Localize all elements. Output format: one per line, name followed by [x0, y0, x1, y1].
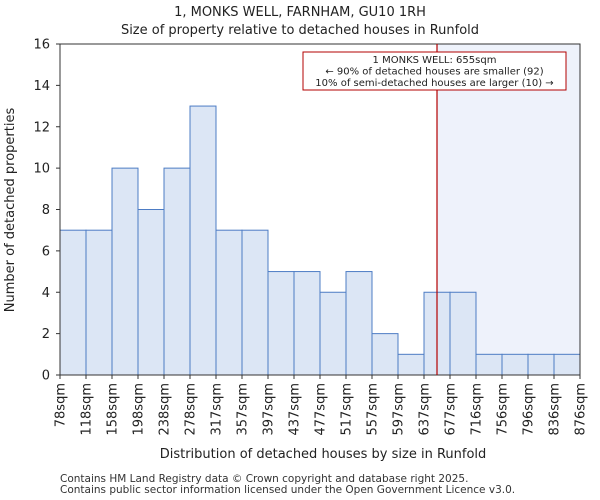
bar: [397, 353, 425, 376]
y-axis-label: Number of detached properties: [3, 108, 18, 313]
bar: [59, 229, 87, 376]
bar: [501, 353, 529, 376]
x-tick-label: 677sqm: [444, 383, 459, 436]
x-tick-label: 557sqm: [366, 383, 381, 436]
annotation-box: [302, 51, 567, 91]
y-tick-label: 4: [42, 286, 50, 301]
footer-line-1: Contains HM Land Registry data © Crown c…: [60, 473, 469, 485]
x-tick-label: 477sqm: [314, 383, 329, 436]
bar: [371, 333, 399, 376]
x-tick-label: 876sqm: [574, 383, 589, 436]
y-tick-label: 8: [42, 203, 50, 218]
x-tick-label: 158sqm: [106, 383, 121, 436]
x-tick-label: 278sqm: [184, 383, 199, 436]
annotation-line-3: 10% of semi-detached houses are larger (…: [315, 78, 553, 89]
bar: [293, 271, 321, 376]
x-tick-label: 756sqm: [496, 383, 511, 436]
x-tick-label: 78sqm: [54, 383, 69, 427]
y-tick-label: 12: [33, 120, 50, 135]
x-tick-label: 317sqm: [210, 383, 225, 436]
bar: [241, 229, 269, 376]
x-tick-label: 796sqm: [522, 383, 537, 436]
y-tick-label: 2: [42, 327, 50, 342]
y-tick-label: 10: [33, 162, 50, 177]
x-tick-label: 238sqm: [158, 383, 173, 436]
x-tick-label: 437sqm: [288, 383, 303, 436]
x-tick-label: 597sqm: [392, 383, 407, 436]
x-tick-label: 716sqm: [470, 383, 485, 436]
y-tick-label: 6: [42, 244, 50, 259]
x-tick-label: 357sqm: [236, 383, 251, 436]
bar: [449, 291, 477, 376]
x-tick-label: 637sqm: [418, 383, 433, 436]
x-axis-label: Distribution of detached houses by size …: [160, 447, 487, 462]
bar: [345, 271, 373, 376]
footer-line-2: Contains public sector information licen…: [60, 484, 516, 496]
bar: [85, 229, 113, 376]
bar: [111, 167, 139, 376]
chart: 1, MONKS WELL, FARNHAM, GU10 1RH Size of…: [3, 5, 589, 462]
x-tick-label: 836sqm: [548, 383, 563, 436]
x-tick-label: 198sqm: [132, 383, 147, 436]
bar: [319, 291, 347, 376]
bar: [527, 353, 555, 376]
y-tick-label: 0: [42, 369, 50, 384]
bar: [267, 271, 295, 376]
bar: [553, 353, 581, 376]
annotation-line-1: 1 MONKS WELL: 655sqm: [373, 55, 497, 66]
annotation-line-2: ← 90% of detached houses are smaller (92…: [325, 67, 543, 78]
x-tick-label: 118sqm: [80, 383, 95, 436]
plot-area: 0 2 4 6 8 10 12 14 16 78sqm 118sqm 158sqm 198sqm 238s…: [33, 38, 588, 436]
bar: [475, 353, 503, 376]
bar: [137, 209, 165, 376]
bar: [163, 167, 191, 376]
y-tick-label: 16: [33, 38, 50, 53]
x-tick-label: 397sqm: [262, 383, 277, 436]
bar: [189, 105, 217, 376]
x-tick-label: 517sqm: [340, 383, 355, 436]
bar: [215, 229, 243, 376]
y-tick-label: 14: [33, 79, 50, 94]
chart-subtitle: Size of property relative to detached ho…: [121, 23, 479, 38]
chart-title: 1, MONKS WELL, FARNHAM, GU10 1RH: [174, 5, 426, 20]
